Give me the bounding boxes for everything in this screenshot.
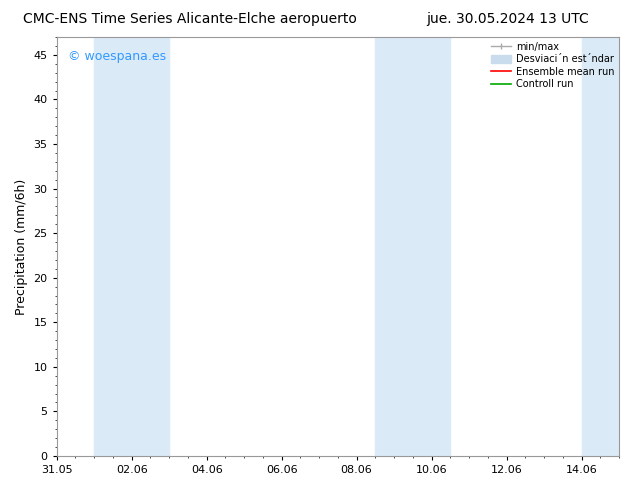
Text: © woespana.es: © woespana.es: [68, 49, 166, 63]
Bar: [581, 37, 619, 456]
Legend: min/max, Desviaci´n est´ndar, Ensemble mean run, Controll run: min/max, Desviaci´n est´ndar, Ensemble m…: [489, 40, 616, 91]
Text: CMC-ENS Time Series Alicante-Elche aeropuerto: CMC-ENS Time Series Alicante-Elche aerop…: [23, 12, 357, 26]
Bar: [94, 37, 169, 456]
Bar: [375, 37, 450, 456]
Y-axis label: Precipitation (mm/6h): Precipitation (mm/6h): [15, 178, 28, 315]
Text: jue. 30.05.2024 13 UTC: jue. 30.05.2024 13 UTC: [426, 12, 588, 26]
